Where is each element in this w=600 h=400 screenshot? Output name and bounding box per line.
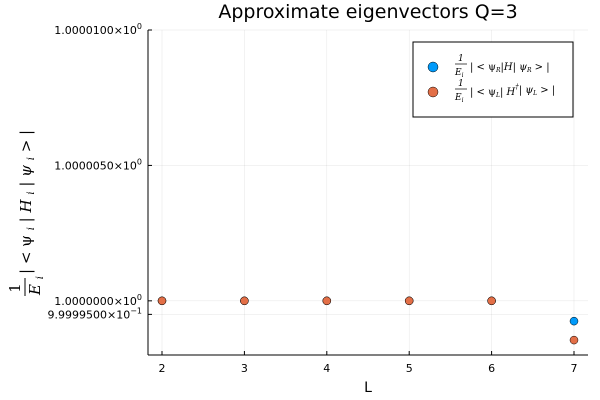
- data-point-series-2: [157, 296, 167, 306]
- data-point-series-2: [240, 296, 249, 306]
- legend-marker-1: [427, 61, 439, 73]
- legend: 1 Ei | < ψR|H| ψR > | 1 Ei | < ψL| H†| ψ…: [412, 41, 574, 118]
- svg-text:1: 1: [458, 79, 464, 89]
- svg-text:Ei: Ei: [454, 93, 464, 104]
- svg-text:| < ψR|H| ψR > |: | < ψR|H| ψR > |: [470, 62, 550, 74]
- y-label-frac-den-sub: i: [35, 276, 46, 279]
- x-tick-label: 4: [323, 362, 330, 375]
- y-label-text-4: > |: [17, 130, 35, 152]
- chart-title: Approximate eigenvectors Q=3: [218, 1, 517, 23]
- y-tick-label: 9.9999500×10−1: [48, 306, 143, 321]
- y-label-frac-num: 1: [6, 283, 24, 293]
- svg-text:E i | < ψ i: E i | < ψ i | H i | ψ i > |: [17, 130, 47, 296]
- x-tick-label: 6: [488, 362, 495, 375]
- y-label-text-3: | ψ: [17, 165, 35, 187]
- y-label-text-2: | H: [17, 198, 35, 222]
- legend-marker-2: [427, 86, 439, 98]
- svg-text:Ei: Ei: [454, 68, 464, 79]
- y-label-sub-2: i: [26, 191, 37, 194]
- y-label-text-1: | < ψ: [17, 235, 35, 274]
- legend-entry-1: 1 Ei | < ψR|H| ψR > |: [454, 54, 550, 79]
- data-point-series-1: [569, 316, 579, 326]
- y-tick-label: 1.0000050×100: [54, 157, 142, 172]
- svg-text:1: 1: [458, 54, 464, 64]
- data-points: [157, 296, 579, 345]
- x-ticks: 2 3 4 5 6 7: [159, 351, 577, 375]
- x-tick-label: 2: [159, 362, 166, 375]
- x-tick-label: 7: [570, 362, 577, 375]
- x-tick-label: 5: [406, 362, 413, 375]
- y-label-sub-3: i: [26, 157, 37, 160]
- svg-text:| < ψL| H†| ψL > |: | < ψL| H†| ψL > |: [470, 83, 555, 99]
- grid: [148, 29, 588, 355]
- data-point-series-2: [404, 296, 414, 306]
- data-point-series-2: [487, 296, 496, 306]
- data-point-series-2: [322, 296, 332, 306]
- y-tick-label: 1.0000000×100: [54, 293, 142, 308]
- legend-entry-2: 1 Ei | < ψL| H†| ψL > |: [454, 79, 555, 104]
- x-axis-label: L: [364, 380, 372, 396]
- svg-text:1: 1: [6, 283, 24, 293]
- y-axis-label: 1 E i | < ψ i | H i | ψ i > |: [6, 130, 47, 296]
- x-tick-label: 3: [241, 362, 248, 375]
- y-label-sub-1: i: [26, 227, 37, 230]
- data-point-series-2: [569, 335, 579, 345]
- legend-box: [412, 41, 574, 118]
- y-label-frac-den: E: [26, 284, 44, 296]
- y-tick-label: 1.0000100×100: [54, 22, 142, 37]
- y-ticks: 9.9999500×10−11.0000000×100 1.0000050×100…: [48, 22, 152, 321]
